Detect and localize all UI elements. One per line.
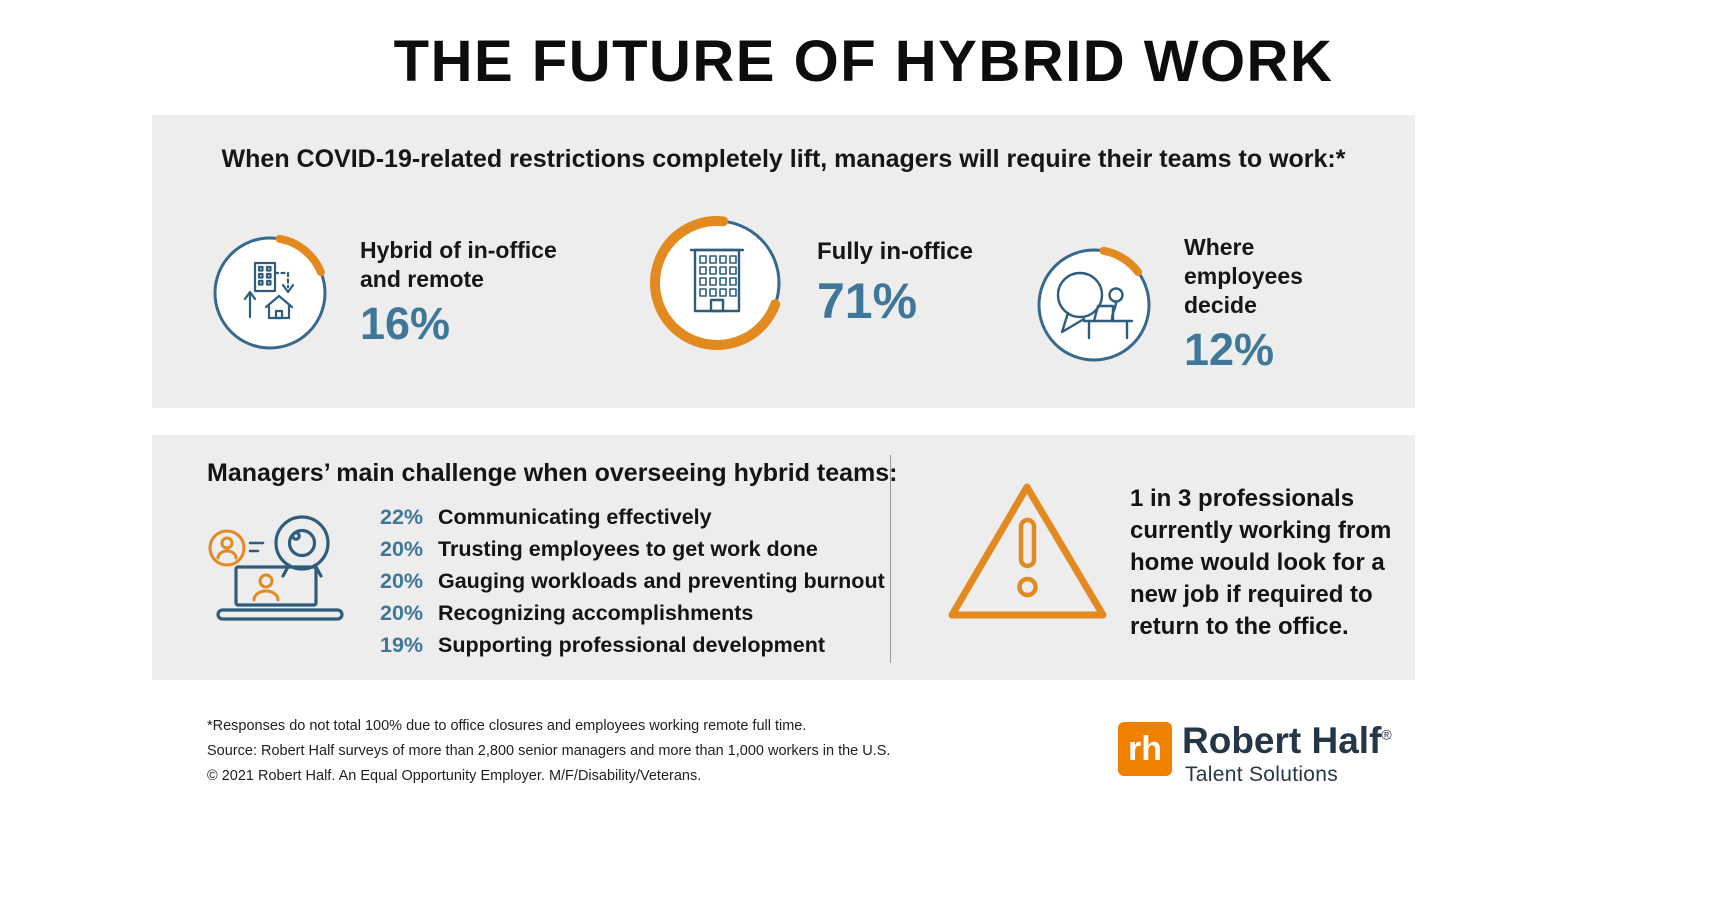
stat-hybrid-value: 16%	[360, 298, 451, 350]
challenge-row: 20% Trusting employees to get work done	[380, 537, 885, 562]
challenge-pct: 20%	[380, 569, 424, 593]
panel2-heading: Managers’ main challenge when overseeing…	[207, 459, 898, 487]
challenge-pct: 19%	[380, 633, 424, 657]
challenge-row: 19% Supporting professional development	[380, 633, 885, 658]
footnotes: *Responses do not total 100% due to offi…	[207, 718, 890, 793]
stat-hybrid-text: Hybrid of in-office and remote 16%	[360, 236, 560, 351]
video-meeting-icon	[208, 515, 344, 621]
stat-fully-in-office: Fully in-office 71%	[647, 213, 973, 353]
logo-name: Robert Half®	[1182, 720, 1392, 761]
rh-monogram-icon: rh	[1118, 722, 1172, 776]
callout-text: 1 in 3 professionals currently working f…	[1130, 485, 1392, 640]
challenge-list: 22% Communicating effectively 20% Trusti…	[380, 505, 885, 658]
page-title: THE FUTURE OF HYBRID WORK	[393, 29, 1334, 94]
footnote-responses: *Responses do not total 100% due to offi…	[207, 718, 807, 734]
challenge-label: Communicating effectively	[438, 505, 712, 529]
panel1-heading: When COVID-19-related restrictions compl…	[221, 145, 1346, 173]
challenge-pct: 20%	[380, 601, 424, 625]
challenge-label: Supporting professional development	[438, 633, 826, 657]
stat-hybrid-label: Hybrid of in-office and remote	[360, 236, 557, 292]
vertical-divider	[890, 455, 891, 663]
challenge-row: 20% Recognizing accomplishments	[380, 601, 885, 626]
stat-decide-text: Where employees decide 12%	[1184, 233, 1379, 376]
employee-location-icon	[1035, 245, 1153, 364]
robert-half-logo: rh Robert Half® Talent Solutions	[1118, 720, 1392, 787]
challenge-pct: 20%	[380, 537, 424, 561]
challenge-label: Trusting employees to get work done	[438, 537, 818, 561]
challenge-pct: 22%	[380, 505, 424, 529]
stat-employees-decide: Where employees decide 12%	[1034, 233, 1379, 376]
stat-decide-value: 12%	[1184, 324, 1275, 376]
logo-text: Robert Half® Talent Solutions	[1182, 720, 1392, 787]
office-building-icon	[650, 216, 784, 350]
office-to-home-icon	[211, 234, 329, 352]
challenge-label: Gauging workloads and preventing burnout	[438, 569, 885, 593]
work-requirement-panel: When COVID-19-related restrictions compl…	[152, 115, 1415, 408]
challenge-row: 20% Gauging workloads and preventing bur…	[380, 569, 885, 594]
warning-triangle-icon	[948, 483, 1107, 619]
registered-mark: ®	[1381, 726, 1392, 743]
footnote-copyright: © 2021 Robert Half. An Equal Opportunity…	[207, 768, 702, 784]
challenge-label: Recognizing accomplishments	[438, 601, 754, 625]
stat-fully-label: Fully in-office	[817, 237, 973, 265]
logo-subtitle: Talent Solutions	[1185, 762, 1339, 786]
stat-hybrid: Hybrid of in-office and remote 16%	[210, 233, 560, 353]
logo-wordmark: Robert Half	[1182, 720, 1382, 761]
stat-fully-text: Fully in-office 71%	[817, 237, 973, 330]
stat-fully-value: 71%	[817, 272, 918, 329]
footnote-source: Source: Robert Half surveys of more than…	[207, 743, 891, 759]
stat-decide-label: Where employees decide	[1184, 234, 1303, 318]
challenges-panel: Managers’ main challenge when overseeing…	[152, 435, 1415, 680]
challenge-row: 22% Communicating effectively	[380, 505, 885, 530]
